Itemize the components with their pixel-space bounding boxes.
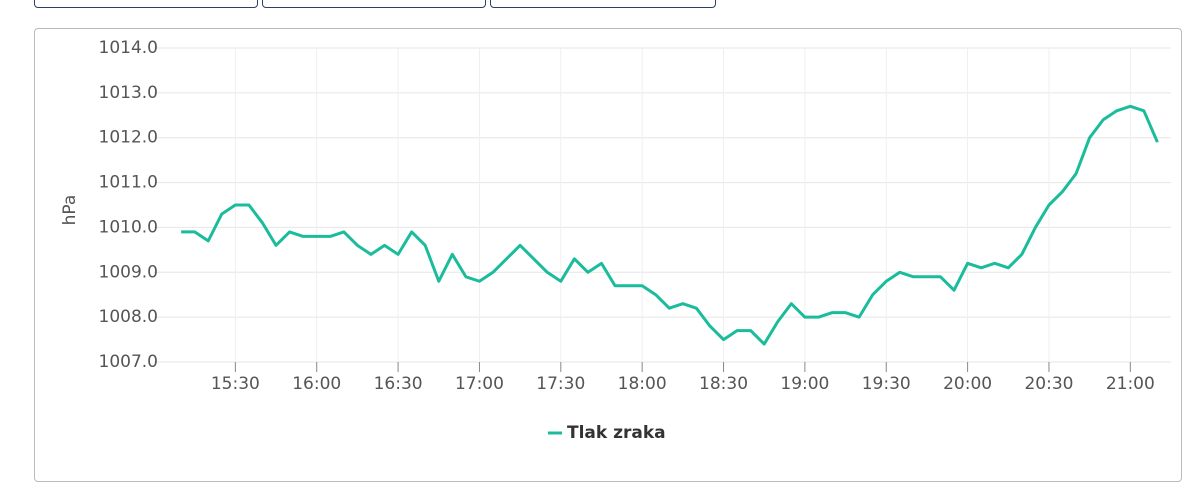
y-tick-label: 1008.0 <box>99 307 158 327</box>
x-tick-label: 21:00 <box>1106 374 1155 394</box>
x-tick-label: 19:00 <box>780 374 829 394</box>
x-tick-label: 17:00 <box>455 374 504 394</box>
legend-label: Tlak zraka <box>567 423 666 443</box>
y-tick-label: 1010.0 <box>99 217 158 237</box>
x-tick-label: 19:30 <box>862 374 911 394</box>
x-tick-label: 16:30 <box>374 374 423 394</box>
y-tick-label: 1013.0 <box>99 83 158 103</box>
y-tick-label: 1014.0 <box>99 38 158 58</box>
tab-button[interactable] <box>262 0 486 8</box>
chart-panel <box>34 28 1182 482</box>
y-axis-label: hPa <box>60 195 80 226</box>
tab-button[interactable] <box>34 0 258 8</box>
line <box>181 104 1159 346</box>
x-tick-label: 18:30 <box>699 374 748 394</box>
tabs <box>0 0 1200 8</box>
y-tick-label: 1012.0 <box>99 128 158 148</box>
x-tick-label: 20:30 <box>1024 374 1073 394</box>
y-tick-label: 1007.0 <box>99 352 158 372</box>
x-tick-label: 15:30 <box>211 374 260 394</box>
x-tick-label: 18:00 <box>618 374 667 394</box>
x-tick-label: 17:30 <box>536 374 585 394</box>
tab-button[interactable] <box>490 0 716 8</box>
x-tick-label: 16:00 <box>292 374 341 394</box>
x-tick-label: 20:00 <box>943 374 992 394</box>
y-tick-label: 1009.0 <box>99 262 158 282</box>
y-tick-label: 1011.0 <box>99 173 158 193</box>
